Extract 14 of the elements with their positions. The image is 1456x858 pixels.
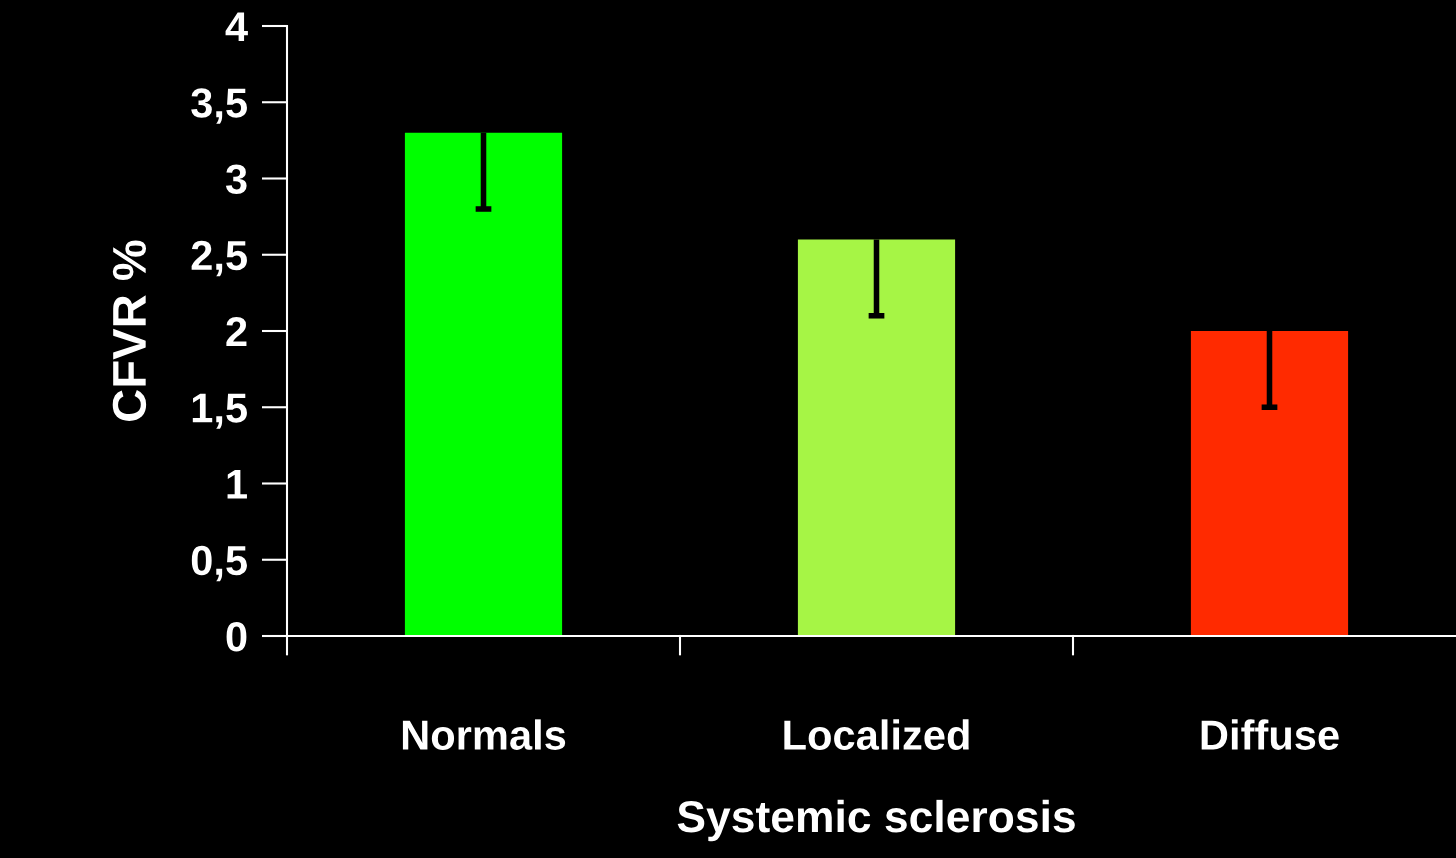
y-tick-label: 2,5 xyxy=(191,240,247,277)
y-tick-label: 0,5 xyxy=(191,545,247,582)
x-tick-label: Diffuse xyxy=(1201,719,1339,750)
y-tick-label: 3 xyxy=(225,164,247,195)
x-axis-title: Systemic sclerosis xyxy=(677,799,1075,842)
y-tick-label: 0 xyxy=(226,622,247,652)
y-axis-title: CFVR % xyxy=(112,240,147,421)
y-tick-label: 4 xyxy=(225,12,248,42)
y-tick-label: 1 xyxy=(227,469,247,499)
y-tick-label: 1,5 xyxy=(192,393,247,429)
x-tick-label: Localized xyxy=(784,719,969,750)
y-tick-label: 3,5 xyxy=(191,88,247,124)
y-tick-label: 2 xyxy=(226,317,247,347)
x-tick-label: Normals xyxy=(402,719,566,750)
